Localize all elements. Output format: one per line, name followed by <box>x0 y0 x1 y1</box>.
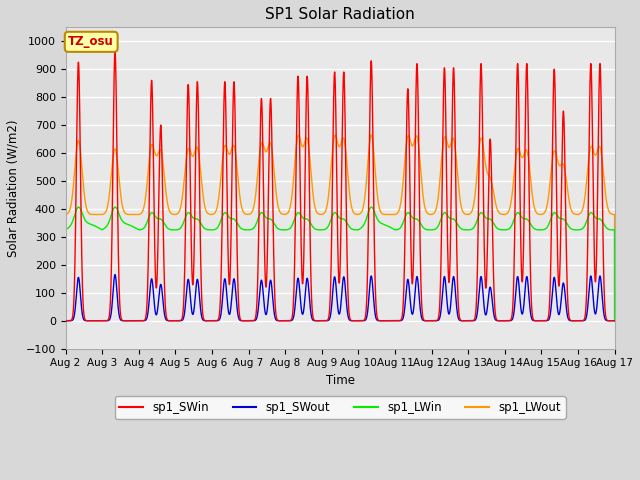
Title: SP1 Solar Radiation: SP1 Solar Radiation <box>265 7 415 22</box>
sp1_SWin <box>609 318 616 324</box>
sp1_SWin <box>173 318 181 324</box>
Line: sp1_SWin: sp1_SWin <box>65 51 614 321</box>
sp1_SWin <box>611 318 618 324</box>
sp1_SWout <box>179 316 187 322</box>
sp1_SWout <box>61 318 69 324</box>
sp1_LWin <box>179 221 187 227</box>
sp1_SWout <box>494 318 502 324</box>
sp1_LWout <box>611 318 618 324</box>
sp1_LWout <box>268 142 275 148</box>
sp1_LWout <box>179 189 187 194</box>
sp1_SWin <box>61 318 69 324</box>
sp1_LWin <box>173 227 181 233</box>
sp1_LWin <box>416 219 424 225</box>
sp1_SWout <box>268 279 275 285</box>
Text: TZ_osu: TZ_osu <box>68 36 114 48</box>
sp1_SWin <box>416 227 424 233</box>
sp1_SWout <box>609 318 616 324</box>
sp1_SWin <box>179 308 187 314</box>
sp1_SWin <box>111 48 119 54</box>
sp1_SWout <box>173 318 181 324</box>
sp1_LWout <box>61 212 69 217</box>
sp1_LWin <box>61 227 69 233</box>
X-axis label: Time: Time <box>326 374 355 387</box>
sp1_SWin <box>494 318 502 324</box>
sp1_SWout <box>111 272 119 277</box>
sp1_LWin <box>367 204 375 210</box>
sp1_LWout <box>173 211 181 216</box>
sp1_LWout <box>367 132 375 138</box>
sp1_LWin <box>494 226 502 232</box>
sp1_LWout <box>609 212 616 217</box>
sp1_LWout <box>416 156 424 162</box>
sp1_SWout <box>416 302 424 308</box>
sp1_SWin <box>268 106 275 111</box>
Line: sp1_SWout: sp1_SWout <box>65 275 614 321</box>
Y-axis label: Solar Radiation (W/m2): Solar Radiation (W/m2) <box>7 119 20 257</box>
sp1_LWout <box>494 208 502 214</box>
sp1_LWin <box>611 318 618 324</box>
sp1_SWout <box>611 318 618 324</box>
sp1_LWin <box>268 216 275 222</box>
Line: sp1_LWin: sp1_LWin <box>65 207 614 321</box>
Legend: sp1_SWin, sp1_SWout, sp1_LWin, sp1_LWout: sp1_SWin, sp1_SWout, sp1_LWin, sp1_LWout <box>115 396 566 419</box>
sp1_LWin <box>609 227 616 233</box>
Line: sp1_LWout: sp1_LWout <box>65 135 614 321</box>
